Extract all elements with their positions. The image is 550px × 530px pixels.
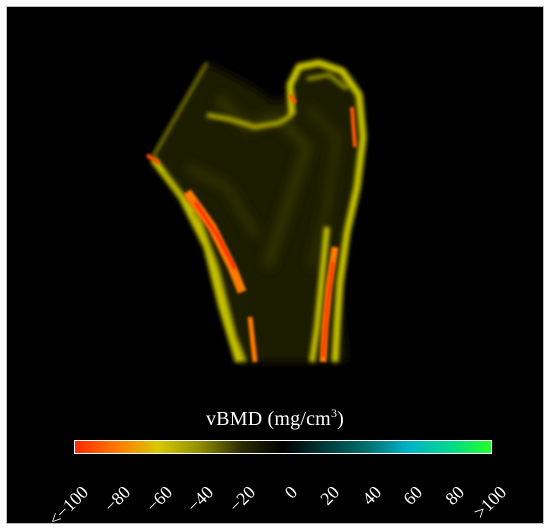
cortical-edge <box>150 59 367 364</box>
high-density-cortex <box>145 93 357 363</box>
colorbar <box>74 440 492 454</box>
figure-panel: vBMD (mg/cm3) <−100 −80 −60 −40 −20 0 20 40 60 80… <box>6 6 544 524</box>
bone-interior <box>153 63 363 362</box>
colorbar-title: vBMD (mg/cm3) <box>205 406 345 430</box>
bone-density-map <box>145 59 367 364</box>
